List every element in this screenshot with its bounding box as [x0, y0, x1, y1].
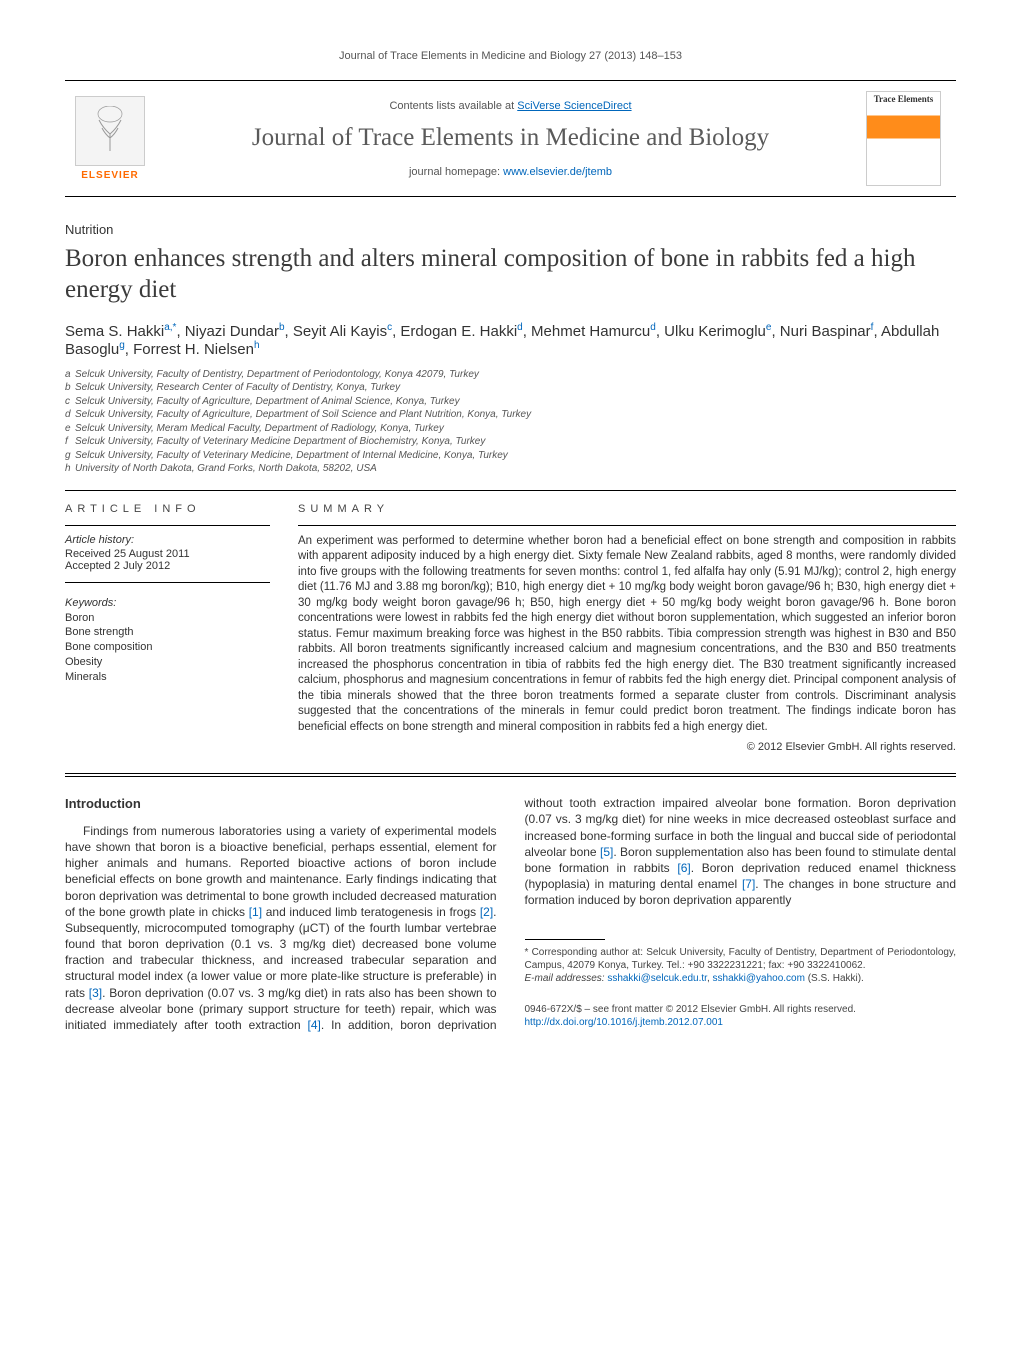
affil-mark: e: [65, 422, 75, 436]
homepage-link[interactable]: www.elsevier.de/jtemb: [503, 166, 612, 178]
citation-4[interactable]: [4]: [308, 1018, 321, 1032]
contents-prefix: Contents lists available at: [389, 100, 517, 112]
affil-mark: h: [65, 462, 75, 476]
affil-mark: b: [65, 381, 75, 395]
paper-title: Boron enhances strength and alters miner…: [65, 243, 956, 306]
affil-mark: a: [65, 368, 75, 382]
affiliation-row: cSelcuk University, Faculty of Agricultu…: [65, 395, 956, 409]
info-heading: article info: [65, 503, 270, 515]
citation-7[interactable]: [7]: [742, 877, 755, 891]
footer-meta: 0946-672X/$ – see front matter © 2012 El…: [525, 1003, 957, 1029]
journal-name: Journal of Trace Elements in Medicine an…: [165, 124, 856, 152]
doi-link[interactable]: http://dx.doi.org/10.1016/j.jtemb.2012.0…: [525, 1017, 723, 1028]
history-accepted: Accepted 2 July 2012: [65, 560, 270, 572]
affiliations: aSelcuk University, Faculty of Dentistry…: [65, 368, 956, 476]
authors-line: Sema S. Hakkia,*, Niyazi Dundarb, Seyit …: [65, 322, 956, 358]
summary-heading: summary: [298, 503, 956, 515]
affil-mark: f: [65, 435, 75, 449]
affil-text: Selcuk University, Faculty of Agricultur…: [75, 395, 460, 409]
citation-1[interactable]: [1]: [249, 905, 262, 919]
keyword-item: Bone composition: [65, 640, 270, 655]
affiliation-row: gSelcuk University, Faculty of Veterinar…: [65, 449, 956, 463]
contents-line: Contents lists available at SciVerse Sci…: [165, 100, 856, 112]
summary-copyright: © 2012 Elsevier GmbH. All rights reserve…: [298, 741, 956, 753]
citation-5[interactable]: [5]: [600, 845, 613, 859]
email-paren: (S.S. Hakki).: [805, 973, 864, 984]
footer-line-1: 0946-672X/$ – see front matter © 2012 El…: [525, 1003, 957, 1016]
affil-text: Selcuk University, Faculty of Veterinary…: [75, 435, 485, 449]
affiliation-row: dSelcuk University, Faculty of Agricultu…: [65, 408, 956, 422]
footnote-rule: [525, 939, 605, 940]
corresponding-footnote: * Corresponding author at: Selcuk Univer…: [525, 946, 957, 985]
double-rule-top: [65, 773, 956, 774]
citation-6[interactable]: [6]: [677, 861, 690, 875]
keyword-item: Boron: [65, 611, 270, 626]
publisher-block: ELSEVIER: [65, 96, 155, 181]
affil-text: Selcuk University, Faculty of Veterinary…: [75, 449, 508, 463]
email-line: E-mail addresses: sshakki@selcuk.edu.tr,…: [525, 972, 957, 985]
section-tag: Nutrition: [65, 222, 956, 237]
keyword-item: Bone strength: [65, 625, 270, 640]
rule-above-info: [65, 490, 956, 491]
scidirect-link[interactable]: SciVerse ScienceDirect: [517, 100, 631, 112]
affil-text: Selcuk University, Faculty of Dentistry,…: [75, 368, 479, 382]
affiliation-row: eSelcuk University, Meram Medical Facult…: [65, 422, 956, 436]
page-root: Journal of Trace Elements in Medicine an…: [0, 0, 1021, 1073]
info-rule: [65, 525, 270, 526]
citation-2[interactable]: [2]: [480, 905, 493, 919]
corr-text: * Corresponding author at: Selcuk Univer…: [525, 946, 957, 972]
affil-text: Selcuk University, Research Center of Fa…: [75, 381, 400, 395]
intro-text-1b: and induced limb teratogenesis in frogs: [262, 905, 480, 919]
affil-mark: d: [65, 408, 75, 422]
affil-mark: g: [65, 449, 75, 463]
affil-text: Selcuk University, Meram Medical Faculty…: [75, 422, 444, 436]
history-label: Article history:: [65, 534, 270, 546]
left-footer-block: * Corresponding author at: Selcuk Univer…: [525, 939, 957, 1029]
masthead: ELSEVIER Contents lists available at Sci…: [65, 80, 956, 197]
double-rule-bot: [65, 776, 956, 777]
citation-3[interactable]: [3]: [89, 986, 102, 1000]
affiliation-row: hUniversity of North Dakota, Grand Forks…: [65, 462, 956, 476]
keyword-item: Obesity: [65, 655, 270, 670]
cover-block: Trace Elements: [866, 91, 956, 186]
body-columns: Introduction Findings from numerous labo…: [65, 795, 956, 1033]
affil-text: University of North Dakota, Grand Forks,…: [75, 462, 377, 476]
email-2[interactable]: sshakki@yahoo.com: [713, 973, 805, 984]
summary-rule: [298, 525, 956, 526]
affil-mark: c: [65, 395, 75, 409]
email-1[interactable]: sshakki@selcuk.edu.tr: [607, 973, 707, 984]
homepage-line: journal homepage: www.elsevier.de/jtemb: [165, 166, 856, 178]
summary-text: An experiment was performed to determine…: [298, 534, 956, 736]
article-info-col: article info Article history: Received 2…: [65, 503, 270, 754]
info-summary-row: article info Article history: Received 2…: [65, 503, 956, 754]
elsevier-tree-icon: [75, 96, 145, 166]
keyword-item: Minerals: [65, 670, 270, 685]
journal-cover-icon: Trace Elements: [866, 91, 941, 186]
keywords-list: BoronBone strengthBone compositionObesit…: [65, 611, 270, 685]
affiliation-row: aSelcuk University, Faculty of Dentistry…: [65, 368, 956, 382]
history-received: Received 25 August 2011: [65, 548, 270, 560]
keywords-label: Keywords:: [65, 597, 270, 609]
email-label: E-mail addresses:: [525, 973, 608, 984]
running-head: Journal of Trace Elements in Medicine an…: [65, 50, 956, 62]
cover-label: Trace Elements: [870, 95, 937, 105]
masthead-center: Contents lists available at SciVerse Sci…: [155, 95, 866, 183]
affiliation-row: fSelcuk University, Faculty of Veterinar…: [65, 435, 956, 449]
affiliation-row: bSelcuk University, Research Center of F…: [65, 381, 956, 395]
homepage-prefix: journal homepage:: [409, 166, 503, 178]
affil-text: Selcuk University, Faculty of Agricultur…: [75, 408, 531, 422]
info-rule-2: [65, 582, 270, 583]
publisher-name: ELSEVIER: [65, 170, 155, 181]
summary-col: summary An experiment was performed to d…: [298, 503, 956, 754]
intro-heading: Introduction: [65, 795, 497, 813]
